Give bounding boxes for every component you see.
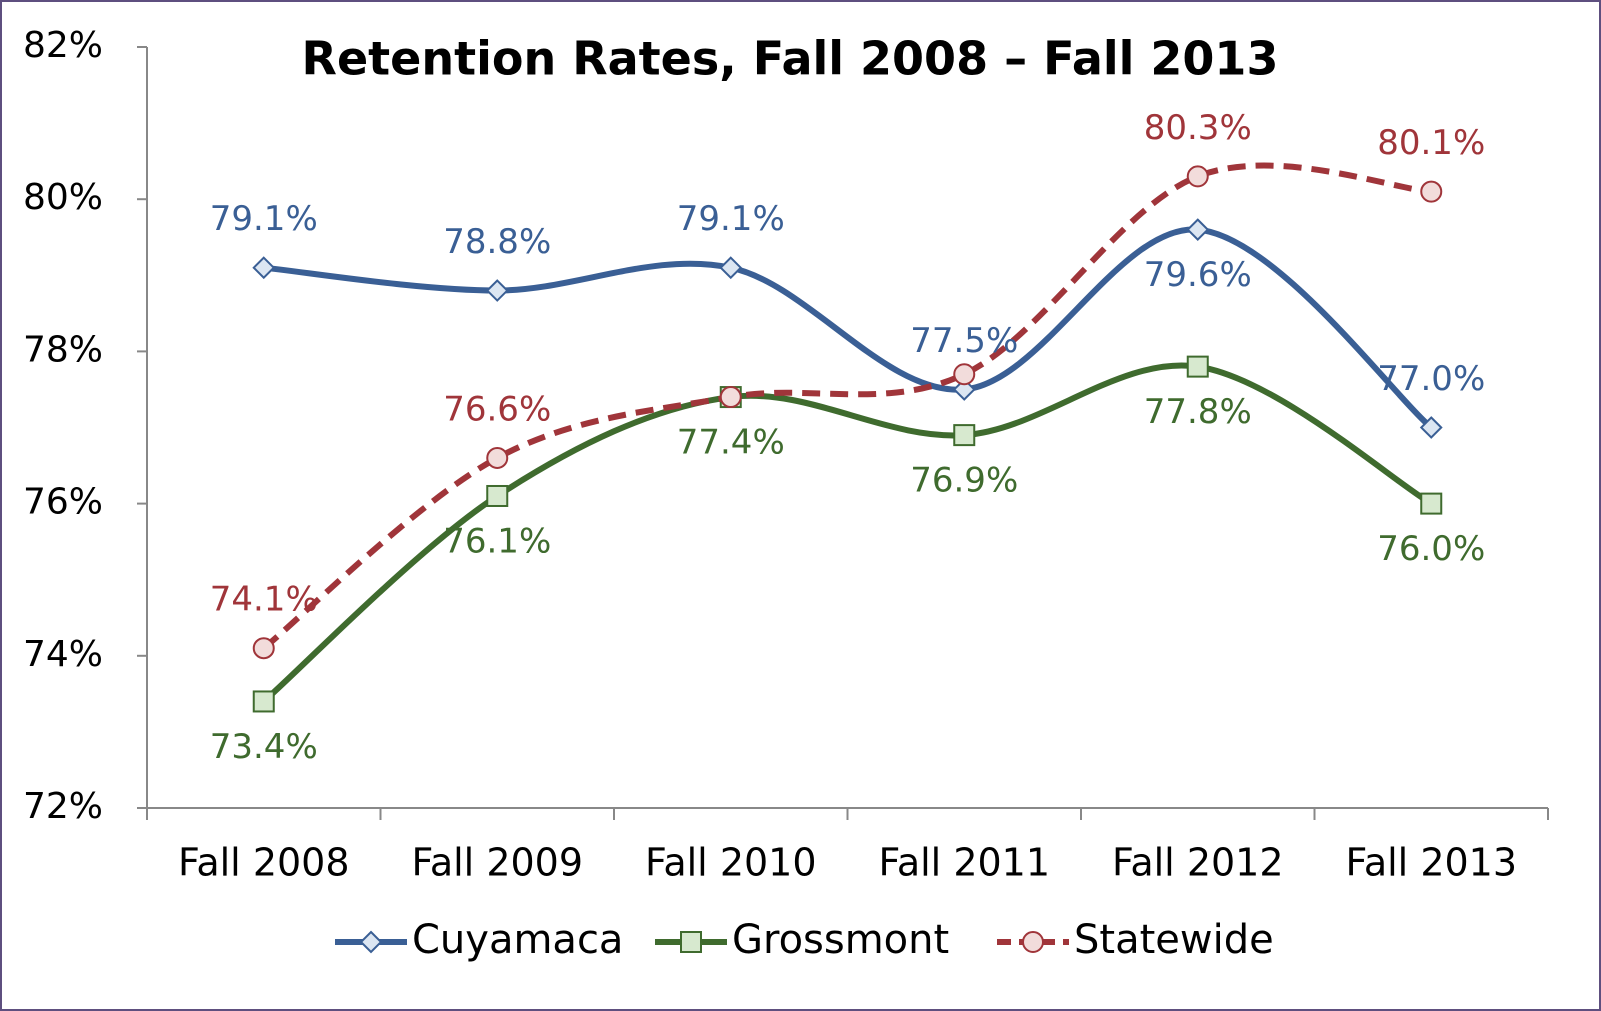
data-label: 77.0% xyxy=(1377,359,1485,399)
x-tick-label: Fall 2010 xyxy=(645,841,817,885)
data-point xyxy=(1420,492,1443,515)
data-label: 74.1% xyxy=(210,580,318,620)
y-tick-label: 74% xyxy=(23,634,103,675)
y-tick-label: 80% xyxy=(23,177,103,218)
legend-label: Cuyamaca xyxy=(412,917,623,963)
data-point xyxy=(485,279,509,302)
data-point xyxy=(953,363,976,386)
data-label: 78.8% xyxy=(443,222,551,262)
series-line xyxy=(261,162,1432,651)
data-point xyxy=(1420,180,1443,203)
data-label: 77.4% xyxy=(677,423,785,463)
data-point xyxy=(252,690,275,713)
data-label: 79.1% xyxy=(677,199,785,239)
data-label: 77.8% xyxy=(1144,392,1252,432)
x-tick-label: Fall 2012 xyxy=(1112,841,1284,885)
data-label: 79.6% xyxy=(1144,255,1252,295)
data-point xyxy=(1186,165,1209,188)
data-point xyxy=(486,446,509,469)
data-point xyxy=(719,256,743,280)
legend-label: Statewide xyxy=(1074,917,1274,963)
chart-title: Retention Rates, Fall 2008 – Fall 2013 xyxy=(302,32,1279,86)
data-label: 80.3% xyxy=(1144,108,1252,148)
y-tick-label: 76% xyxy=(23,482,103,523)
data-label: 76.9% xyxy=(910,461,1018,501)
data-point xyxy=(719,386,742,409)
data-point xyxy=(252,637,275,660)
legend-marker xyxy=(680,931,702,953)
data-label: 76.6% xyxy=(443,389,551,429)
data-label: 77.5% xyxy=(910,321,1018,361)
y-tick-label: 82% xyxy=(23,25,103,66)
data-label: 73.4% xyxy=(210,727,318,767)
y-tick-label: 72% xyxy=(23,786,103,827)
legend-marker xyxy=(1022,931,1044,953)
series-line xyxy=(261,362,1433,704)
x-tick-label: Fall 2008 xyxy=(178,841,350,885)
data-point xyxy=(953,424,976,447)
data-point xyxy=(952,378,976,401)
data-label: 76.0% xyxy=(1377,529,1485,569)
x-tick-label: Fall 2013 xyxy=(1345,841,1517,885)
data-point xyxy=(1419,416,1443,439)
x-tick-label: Fall 2009 xyxy=(411,841,583,885)
y-tick-label: 78% xyxy=(23,329,103,370)
data-point xyxy=(252,256,276,280)
data-point xyxy=(486,484,509,507)
legend-label: Grossmont xyxy=(732,917,949,963)
data-label: 80.1% xyxy=(1377,123,1485,163)
legend-marker xyxy=(359,930,383,954)
data-point xyxy=(1186,218,1210,242)
data-label: 79.1% xyxy=(210,199,318,239)
x-tick-label: Fall 2011 xyxy=(878,841,1050,885)
data-point xyxy=(1186,355,1209,378)
data-label: 76.1% xyxy=(443,521,551,561)
